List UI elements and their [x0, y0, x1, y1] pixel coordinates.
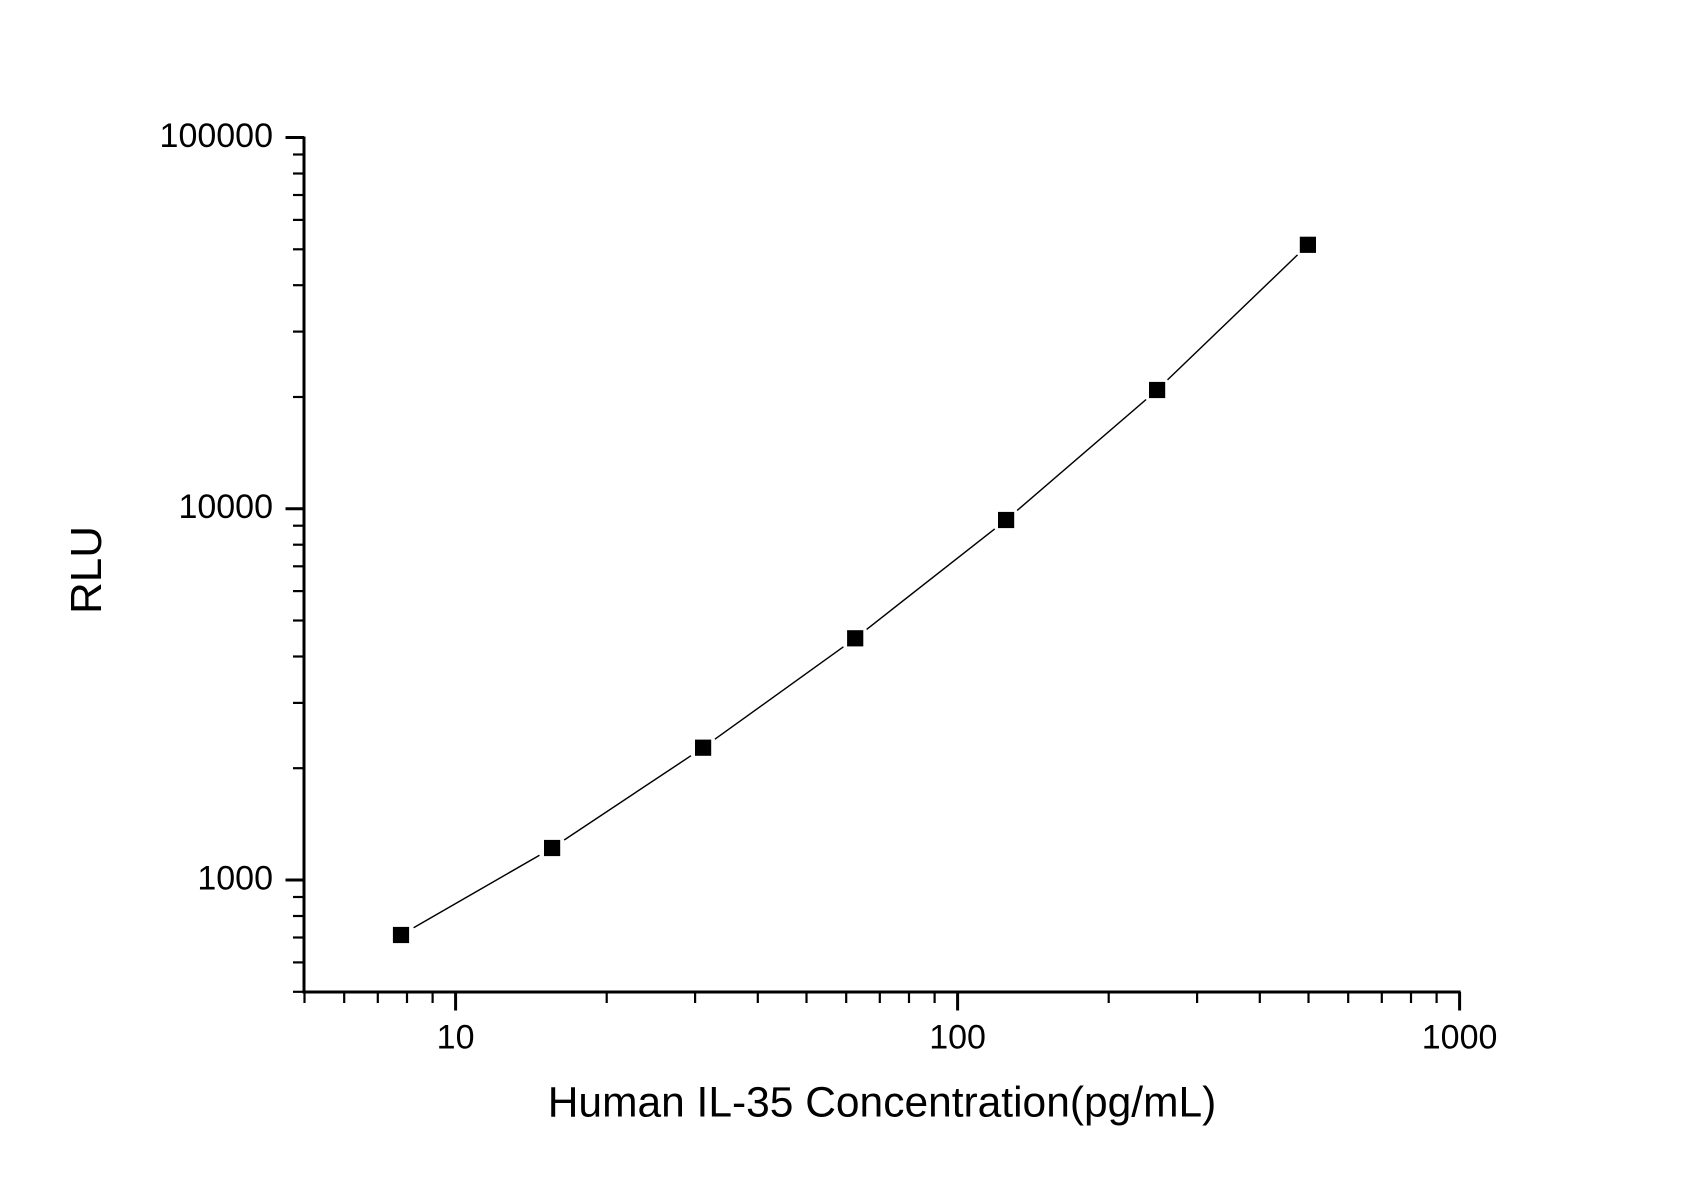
svg-text:Human IL-35 Concentration(pg/m: Human IL-35 Concentration(pg/mL): [548, 1079, 1217, 1126]
svg-text:1000: 1000: [1422, 1018, 1498, 1056]
svg-text:100: 100: [929, 1018, 986, 1056]
svg-text:100000: 100000: [160, 117, 273, 155]
svg-text:1000: 1000: [197, 860, 273, 898]
svg-text:10000: 10000: [178, 488, 273, 526]
svg-text:RLU: RLU: [62, 526, 111, 614]
svg-text:10: 10: [437, 1018, 475, 1056]
